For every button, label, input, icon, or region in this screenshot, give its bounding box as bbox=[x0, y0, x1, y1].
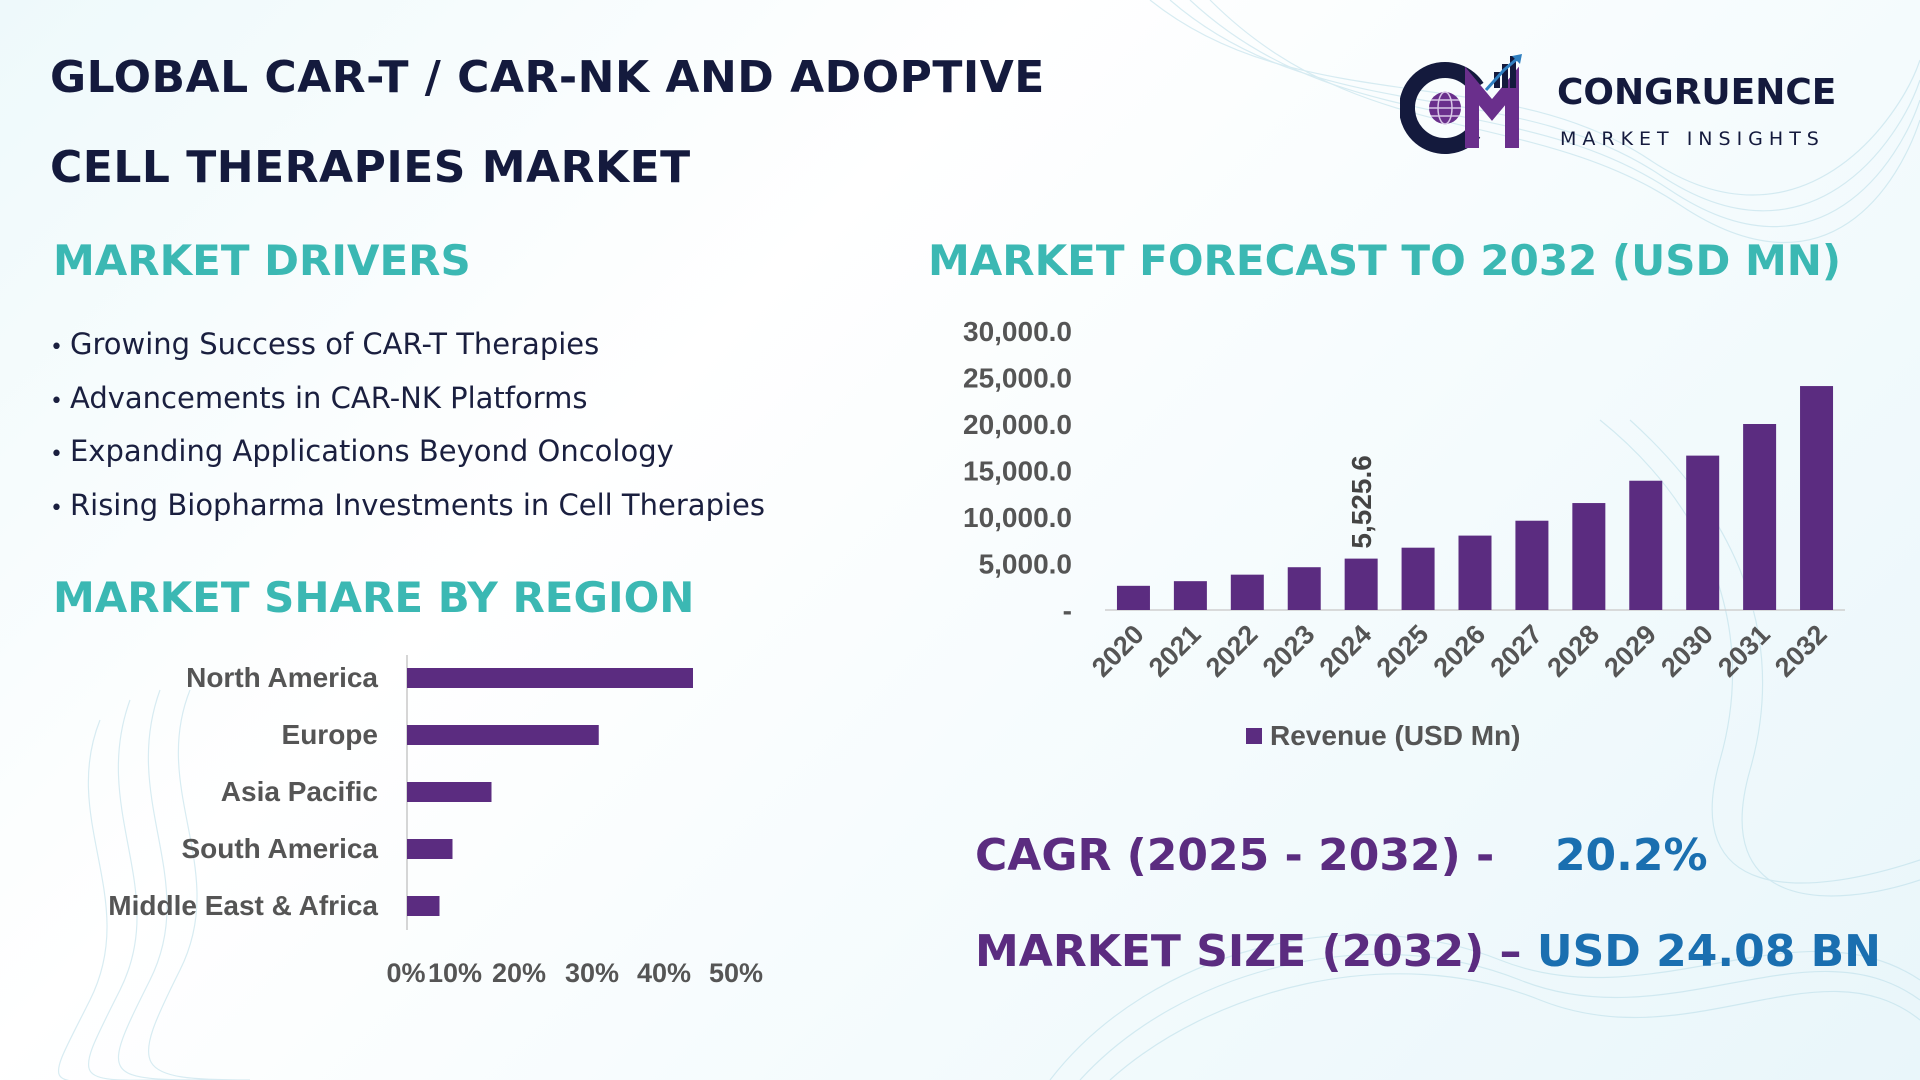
driver-item: Expanding Applications Beyond Oncology bbox=[50, 429, 765, 483]
cagr-value: 20.2% bbox=[1554, 830, 1708, 881]
page-title-line-1: GLOBAL CAR-T / CAR-NK AND ADOPTIVE bbox=[50, 52, 1045, 103]
market-drivers-list: Growing Success of CAR-T Therapies Advan… bbox=[50, 322, 765, 536]
company-logo: CONGRUENCE MARKET INSIGHTS bbox=[1400, 50, 1880, 160]
cagr-label: CAGR (2025 - 2032) - bbox=[975, 830, 1495, 881]
driver-item: Growing Success of CAR-T Therapies bbox=[50, 322, 765, 376]
forecast-x-tick-label: 2030 bbox=[1655, 619, 1719, 683]
region-x-tick-label: 20% bbox=[492, 958, 546, 988]
region-bar bbox=[407, 839, 453, 859]
forecast-bar bbox=[1572, 503, 1606, 610]
forecast-x-tick-label: 2032 bbox=[1769, 619, 1833, 683]
driver-item: Rising Biopharma Investments in Cell The… bbox=[50, 483, 765, 537]
region-x-tick-label: 50% bbox=[709, 958, 763, 988]
forecast-bar bbox=[1173, 581, 1207, 610]
region-x-tick-label: 10% bbox=[428, 958, 482, 988]
region-bar bbox=[407, 896, 440, 916]
region-bar bbox=[407, 668, 693, 688]
region-category-label: Asia Pacific bbox=[221, 776, 378, 807]
forecast-x-tick-label: 2029 bbox=[1598, 619, 1662, 683]
logo-name: CONGRUENCE bbox=[1557, 72, 1837, 113]
forecast-x-tick-label: 2022 bbox=[1200, 619, 1264, 683]
forecast-y-tick-label: 10,000.0 bbox=[963, 502, 1072, 533]
forecast-x-tick-label: 2028 bbox=[1541, 619, 1605, 683]
forecast-y-tick-label: 30,000.0 bbox=[963, 316, 1072, 347]
forecast-bar bbox=[1230, 574, 1264, 610]
region-category-label: South America bbox=[181, 833, 378, 864]
forecast-bar bbox=[1686, 455, 1720, 610]
forecast-bar bbox=[1629, 480, 1663, 610]
forecast-bar bbox=[1401, 547, 1435, 610]
region-bar bbox=[407, 782, 492, 802]
page-title-line-2: CELL THERAPIES MARKET bbox=[50, 142, 691, 193]
forecast-y-tick-label: 5,000.0 bbox=[979, 549, 1072, 580]
forecast-data-label: 5,525.6 bbox=[1346, 455, 1377, 548]
forecast-y-tick-label: 15,000.0 bbox=[963, 456, 1072, 487]
forecast-bar bbox=[1116, 585, 1150, 610]
forecast-x-tick-label: 2021 bbox=[1143, 619, 1207, 683]
market-size-stat: MARKET SIZE (2032) – USD 24.08 BN bbox=[975, 926, 1881, 977]
forecast-x-tick-label: 2020 bbox=[1086, 619, 1150, 683]
forecast-bar bbox=[1344, 558, 1378, 610]
cm-globe-chart-logo-icon bbox=[1400, 54, 1522, 154]
region-bar bbox=[407, 725, 599, 745]
forecast-y-tick-label: - bbox=[1063, 595, 1072, 626]
driver-item: Advancements in CAR-NK Platforms bbox=[50, 376, 765, 430]
forecast-x-tick-label: 2027 bbox=[1484, 619, 1548, 683]
legend-swatch bbox=[1246, 728, 1262, 744]
region-x-tick-label: 0% bbox=[386, 958, 425, 988]
forecast-bar bbox=[1515, 520, 1549, 610]
region-category-label: North America bbox=[186, 662, 378, 693]
legend-label: Revenue (USD Mn) bbox=[1270, 720, 1520, 751]
forecast-x-tick-label: 2023 bbox=[1257, 619, 1321, 683]
forecast-bar bbox=[1800, 386, 1834, 610]
region-category-label: Middle East & Africa bbox=[108, 890, 378, 921]
forecast-y-tick-label: 25,000.0 bbox=[963, 363, 1072, 394]
forecast-x-tick-label: 2026 bbox=[1428, 619, 1492, 683]
region-x-tick-label: 30% bbox=[565, 958, 619, 988]
market-drivers-heading: MARKET DRIVERS bbox=[53, 236, 471, 285]
logo-tagline: MARKET INSIGHTS bbox=[1560, 128, 1825, 150]
market-size-label: MARKET SIZE (2032) – bbox=[975, 926, 1522, 977]
market-forecast-heading: MARKET FORECAST TO 2032 (USD MN) bbox=[928, 236, 1842, 285]
forecast-bar bbox=[1287, 567, 1321, 610]
forecast-bar bbox=[1458, 535, 1492, 610]
region-category-label: Europe bbox=[282, 719, 378, 750]
cagr-stat: CAGR (2025 - 2032) - 20.2% bbox=[975, 830, 1708, 881]
forecast-y-tick-label: 20,000.0 bbox=[963, 409, 1072, 440]
market-size-value: USD 24.08 BN bbox=[1536, 926, 1881, 977]
forecast-x-tick-label: 2031 bbox=[1712, 619, 1776, 683]
region-x-tick-label: 40% bbox=[637, 958, 691, 988]
forecast-x-tick-label: 2024 bbox=[1314, 619, 1378, 683]
forecast-bar bbox=[1743, 424, 1777, 610]
market-share-heading: MARKET SHARE BY REGION bbox=[53, 573, 695, 622]
forecast-x-tick-label: 2025 bbox=[1371, 619, 1435, 683]
